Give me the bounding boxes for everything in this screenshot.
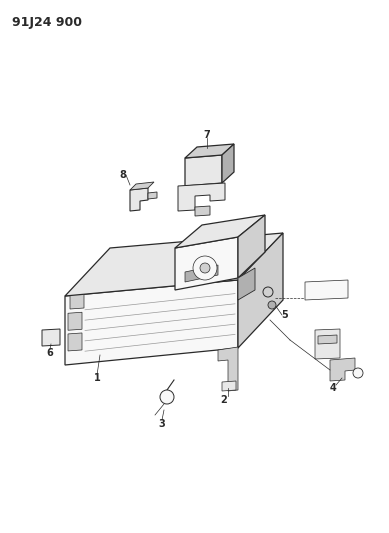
Polygon shape [238, 268, 255, 300]
Polygon shape [130, 182, 154, 190]
Polygon shape [185, 144, 234, 158]
Circle shape [193, 256, 217, 280]
Polygon shape [175, 215, 265, 248]
Polygon shape [330, 358, 355, 381]
Polygon shape [178, 183, 225, 211]
Circle shape [353, 368, 363, 378]
Polygon shape [238, 215, 265, 278]
Text: 8: 8 [119, 170, 126, 180]
Polygon shape [70, 293, 84, 309]
Polygon shape [42, 329, 60, 346]
Polygon shape [175, 237, 238, 290]
Polygon shape [222, 144, 234, 183]
Polygon shape [185, 155, 222, 186]
Polygon shape [305, 280, 348, 300]
Circle shape [268, 301, 276, 309]
Text: 7: 7 [203, 130, 210, 140]
Polygon shape [65, 280, 238, 365]
Text: 3: 3 [159, 419, 165, 429]
Text: 91J24 900: 91J24 900 [12, 16, 82, 29]
Polygon shape [222, 381, 236, 391]
Polygon shape [218, 347, 238, 391]
Polygon shape [195, 206, 210, 216]
Polygon shape [315, 329, 340, 359]
Text: 2: 2 [221, 395, 228, 405]
Circle shape [160, 390, 174, 404]
Text: 6: 6 [47, 348, 53, 358]
Polygon shape [65, 233, 283, 296]
Polygon shape [68, 333, 82, 351]
Text: 4: 4 [329, 383, 336, 393]
Polygon shape [238, 233, 283, 348]
Polygon shape [68, 312, 82, 330]
Circle shape [200, 263, 210, 273]
Text: 5: 5 [282, 310, 288, 320]
Text: 1: 1 [94, 373, 100, 383]
Polygon shape [185, 265, 218, 282]
Polygon shape [148, 192, 157, 199]
Circle shape [263, 287, 273, 297]
Polygon shape [318, 335, 337, 344]
Polygon shape [130, 188, 148, 211]
